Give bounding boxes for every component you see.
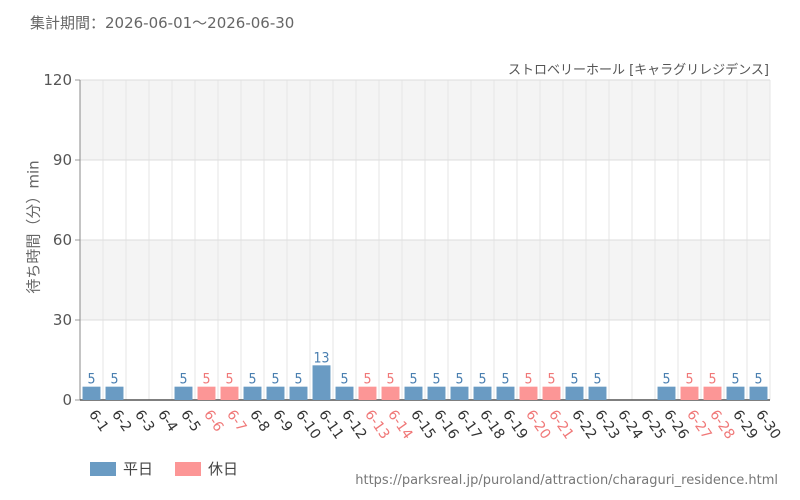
x-tick-label: 6-15 (407, 407, 438, 442)
bar-value-label: 5 (248, 372, 256, 388)
x-tick-label: 6-12 (338, 407, 369, 442)
bar-value-label: 5 (363, 372, 371, 388)
bar (473, 386, 492, 400)
x-tick-label: 6-14 (384, 407, 415, 442)
x-tick-label: 6-1 (85, 407, 111, 435)
x-tick-label: 6-10 (292, 407, 323, 442)
x-tick-label: 6-20 (522, 407, 553, 442)
bar (266, 386, 285, 400)
bar (657, 386, 676, 400)
x-tick-label: 6-7 (223, 407, 249, 435)
bar (312, 365, 331, 400)
bar (450, 386, 469, 400)
bar (565, 386, 584, 400)
x-tick-label: 6-23 (591, 407, 622, 442)
source-url[interactable]: https://parksreal.jp/puroland/attraction… (355, 473, 778, 488)
bar (82, 386, 101, 400)
bar-value-label: 5 (593, 372, 601, 388)
bar (703, 386, 722, 400)
bar-value-label: 5 (179, 372, 187, 388)
y-tick-label: 120 (43, 71, 72, 89)
bar-value-label: 5 (524, 372, 532, 388)
bar (519, 386, 538, 400)
x-tick-label: 6-8 (246, 407, 272, 435)
bar (220, 386, 239, 400)
bar-value-label: 5 (662, 372, 670, 388)
bar-value-label: 5 (87, 372, 95, 388)
bar-value-label: 5 (731, 372, 739, 388)
legend-item-holiday[interactable]: 休日 (175, 458, 238, 479)
bar (381, 386, 400, 400)
bar-value-label: 13 (313, 350, 329, 366)
bar-value-label: 5 (570, 372, 578, 388)
x-tick-label: 6-21 (545, 407, 576, 442)
bar (588, 386, 607, 400)
bar-value-label: 5 (110, 372, 118, 388)
bar (358, 386, 377, 400)
legend-swatch-weekday (90, 461, 116, 476)
attraction-name: ストロベリーホール [キャラグリレジデンス] (507, 63, 769, 78)
x-tick-label: 6-17 (453, 407, 484, 442)
bar-value-label: 5 (386, 372, 394, 388)
bar-value-label: 5 (294, 372, 302, 388)
legend: 平日 休日 (90, 458, 238, 479)
bar (197, 386, 216, 400)
x-tick-label: 6-28 (706, 407, 737, 442)
bar-value-label: 5 (455, 372, 463, 388)
bar (542, 386, 561, 400)
x-tick-label: 6-11 (315, 407, 346, 442)
bar-value-label: 5 (547, 372, 555, 388)
bar (496, 386, 515, 400)
bar-value-label: 5 (340, 372, 348, 388)
bar (680, 386, 699, 400)
bar (289, 386, 308, 400)
x-tick-label: 6-5 (177, 407, 203, 435)
bar-value-label: 5 (271, 372, 279, 388)
x-tick-label: 6-25 (637, 407, 668, 442)
legend-swatch-holiday (175, 461, 202, 476)
bar-value-label: 5 (225, 372, 233, 388)
bar-value-label: 5 (754, 372, 762, 388)
x-tick-label: 6-16 (430, 407, 461, 442)
x-tick-label: 6-29 (729, 407, 760, 442)
x-tick-label: 6-4 (154, 407, 180, 435)
bar (174, 386, 193, 400)
bar (749, 386, 768, 400)
bar-value-label: 5 (478, 372, 486, 388)
x-tick-label: 6-22 (568, 407, 599, 442)
x-tick-label: 6-18 (476, 407, 507, 442)
y-tick-label: 30 (53, 311, 72, 329)
bar-value-label: 5 (432, 372, 440, 388)
x-tick-label: 6-27 (683, 407, 714, 442)
bar-value-label: 5 (501, 372, 509, 388)
bar-value-label: 5 (708, 372, 716, 388)
y-tick-label: 60 (53, 231, 72, 249)
y-tick-label: 90 (53, 151, 72, 169)
x-tick-label: 6-2 (108, 407, 134, 435)
bar (427, 386, 446, 400)
bar (404, 386, 423, 400)
legend-label-holiday: 休日 (208, 460, 239, 478)
bar (243, 386, 262, 400)
x-tick-label: 6-26 (660, 407, 691, 442)
bar-value-label: 5 (409, 372, 417, 388)
x-tick-label: 6-30 (752, 407, 783, 442)
period-text: 集計期間：2026-06-01～2026-06-30 (30, 14, 295, 32)
x-tick-label: 6-24 (614, 407, 645, 442)
x-tick-label: 6-9 (269, 407, 295, 435)
x-tick-label: 6-13 (361, 407, 392, 442)
x-tick-label: 6-3 (131, 407, 157, 435)
bar-value-label: 5 (202, 372, 210, 388)
legend-label-weekday: 平日 (123, 460, 154, 478)
legend-item-weekday[interactable]: 平日 (90, 458, 153, 479)
bar-value-label: 5 (685, 372, 693, 388)
x-tick-label: 6-19 (499, 407, 530, 442)
bar (335, 386, 354, 400)
y-tick-label: 0 (62, 391, 72, 409)
bar (726, 386, 745, 400)
x-tick-label: 6-6 (200, 407, 226, 435)
bar (105, 386, 124, 400)
